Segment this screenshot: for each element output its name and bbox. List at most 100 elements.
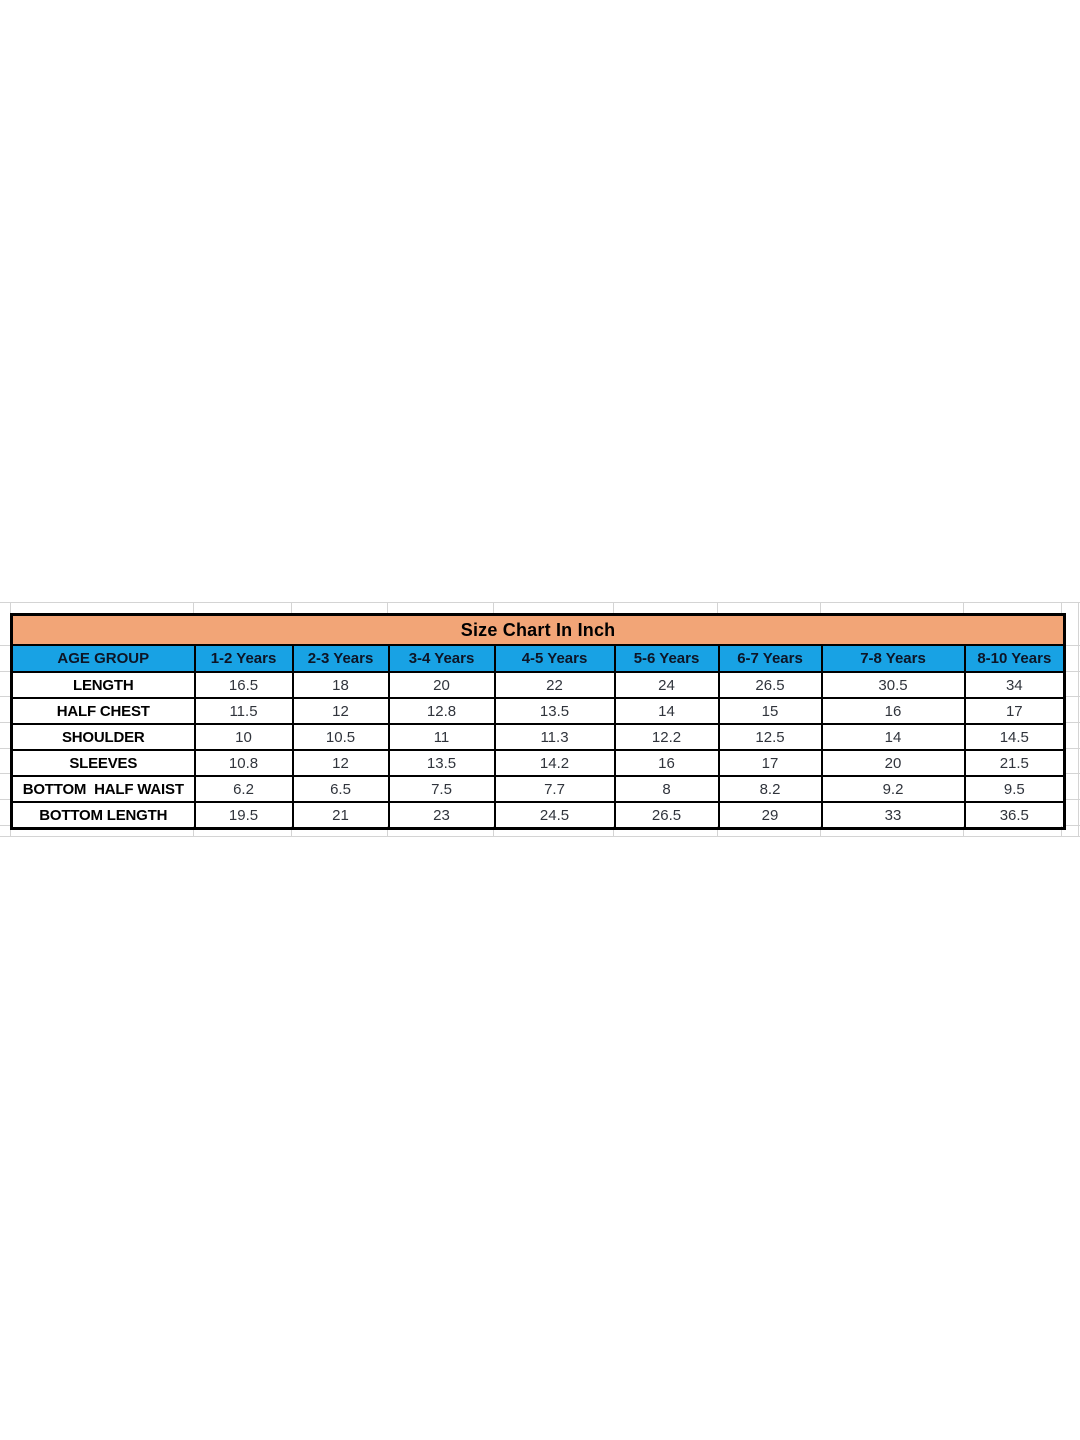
header-row: AGE GROUP 1-2 Years 2-3 Years 3-4 Years 4-5 … xyxy=(10,644,1066,673)
gridline-horizontal-stub xyxy=(1063,671,1080,672)
gridline-horizontal-stub xyxy=(0,799,10,800)
header-cell: 3-4 Years xyxy=(387,644,496,673)
gridline-horizontal-stub xyxy=(1063,773,1080,774)
value-cell: 20 xyxy=(387,671,496,699)
value-cell: 14 xyxy=(613,697,720,725)
gridline-vertical-stub xyxy=(1061,826,1062,836)
value-cell: 34 xyxy=(963,671,1066,699)
value-cell: 8 xyxy=(613,775,720,803)
header-cell: 6-7 Years xyxy=(717,644,823,673)
value-cell: 12.5 xyxy=(717,723,823,751)
value-cell: 17 xyxy=(717,749,823,777)
value-cell: 14.5 xyxy=(963,723,1066,751)
value-cell: 10.8 xyxy=(193,749,294,777)
value-cell: 8.2 xyxy=(717,775,823,803)
gridline-vertical-stub xyxy=(493,826,494,836)
value-cell: 12 xyxy=(291,749,390,777)
header-cell: 8-10 Years xyxy=(963,644,1066,673)
size-chart-table: Size Chart In Inch AGE GROUP 1-2 Years 2-3… xyxy=(10,613,1067,830)
header-cell: 2-3 Years xyxy=(291,644,390,673)
gridline-vertical-stub xyxy=(493,602,494,613)
value-cell: 17 xyxy=(963,697,1066,725)
gridline-horizontal-stub xyxy=(0,671,10,672)
header-cell: 5-6 Years xyxy=(613,644,720,673)
gridline-horizontal-stub xyxy=(0,722,10,723)
gridline-vertical-stub xyxy=(963,826,964,836)
gridline-vertical-stub xyxy=(193,602,194,613)
value-cell: 6.2 xyxy=(193,775,294,803)
gridline-vertical-stub xyxy=(717,826,718,836)
gridline-vertical-stub xyxy=(387,826,388,836)
table-title: Size Chart In Inch xyxy=(10,613,1066,646)
gridline-vertical-stub xyxy=(963,602,964,613)
gridline-vertical-stub xyxy=(613,602,614,613)
header-cell: 1-2 Years xyxy=(193,644,294,673)
gridline-vertical-stub xyxy=(291,602,292,613)
value-cell: 36.5 xyxy=(963,801,1066,830)
value-cell: 23 xyxy=(387,801,496,830)
value-cell: 29 xyxy=(717,801,823,830)
gridline-horizontal-stub xyxy=(1063,696,1080,697)
gridline-horizontal-stub xyxy=(0,748,10,749)
value-cell: 24.5 xyxy=(493,801,616,830)
value-cell: 7.5 xyxy=(387,775,496,803)
value-cell: 16.5 xyxy=(193,671,294,699)
row-label: BOTTOM LENGTH xyxy=(10,801,196,830)
table-row: SLEEVES 10.8 12 13.5 14.2 16 17 20 21.5 xyxy=(10,749,1066,777)
value-cell: 11.5 xyxy=(193,697,294,725)
value-cell: 14.2 xyxy=(493,749,616,777)
value-cell: 11.3 xyxy=(493,723,616,751)
gridline-vertical-stub xyxy=(193,826,194,836)
table-row: BOTTOM HALF WAIST 6.2 6.5 7.5 7.7 8 8.2 9.2 9.5 xyxy=(10,775,1066,803)
gridline-vertical xyxy=(1078,602,1079,836)
gridline-horizontal xyxy=(0,836,1080,837)
value-cell: 18 xyxy=(291,671,390,699)
gridline-horizontal-stub xyxy=(0,696,10,697)
gridline-horizontal-stub xyxy=(0,773,10,774)
gridline-horizontal-stub xyxy=(0,645,10,646)
gridline-vertical-stub xyxy=(10,826,11,836)
table-body: LENGTH 16.5 18 20 22 24 26.5 30.5 34 HALF CHEST 11… xyxy=(10,671,1066,830)
gridline-vertical-stub xyxy=(717,602,718,613)
value-cell: 26.5 xyxy=(613,801,720,830)
gridline-horizontal-stub xyxy=(1063,799,1080,800)
gridline-vertical-stub xyxy=(387,602,388,613)
value-cell: 26.5 xyxy=(717,671,823,699)
value-cell: 14 xyxy=(820,723,966,751)
header-cell: 7-8 Years xyxy=(820,644,966,673)
value-cell: 9.5 xyxy=(963,775,1066,803)
value-cell: 6.5 xyxy=(291,775,390,803)
gridline-horizontal-stub xyxy=(1063,825,1080,826)
gridline-vertical-stub xyxy=(10,602,11,613)
value-cell: 10 xyxy=(193,723,294,751)
gridline-horizontal-stub xyxy=(1063,645,1080,646)
value-cell: 16 xyxy=(820,697,966,725)
header-cell: 4-5 Years xyxy=(493,644,616,673)
header-cell-age-group: AGE GROUP xyxy=(10,644,196,673)
gridline-vertical-stub xyxy=(820,826,821,836)
gridline-vertical-stub xyxy=(613,826,614,836)
value-cell: 12.8 xyxy=(387,697,496,725)
value-cell: 24 xyxy=(613,671,720,699)
table-row: SHOULDER 10 10.5 11 11.3 12.2 12.5 14 14.5 xyxy=(10,723,1066,751)
row-label: SLEEVES xyxy=(10,749,196,777)
value-cell: 22 xyxy=(493,671,616,699)
value-cell: 33 xyxy=(820,801,966,830)
value-cell: 11 xyxy=(387,723,496,751)
value-cell: 15 xyxy=(717,697,823,725)
value-cell: 9.2 xyxy=(820,775,966,803)
value-cell: 21.5 xyxy=(963,749,1066,777)
value-cell: 13.5 xyxy=(387,749,496,777)
value-cell: 19.5 xyxy=(193,801,294,830)
gridline-horizontal-stub xyxy=(1063,748,1080,749)
table-row: BOTTOM LENGTH 19.5 21 23 24.5 26.5 29 33 36.5 xyxy=(10,801,1066,830)
value-cell: 13.5 xyxy=(493,697,616,725)
value-cell: 10.5 xyxy=(291,723,390,751)
table-row: HALF CHEST 11.5 12 12.8 13.5 14 15 16 17 xyxy=(10,697,1066,725)
value-cell: 7.7 xyxy=(493,775,616,803)
value-cell: 30.5 xyxy=(820,671,966,699)
table-row: LENGTH 16.5 18 20 22 24 26.5 30.5 34 xyxy=(10,671,1066,699)
title-row: Size Chart In Inch xyxy=(10,613,1066,646)
row-label: LENGTH xyxy=(10,671,196,699)
